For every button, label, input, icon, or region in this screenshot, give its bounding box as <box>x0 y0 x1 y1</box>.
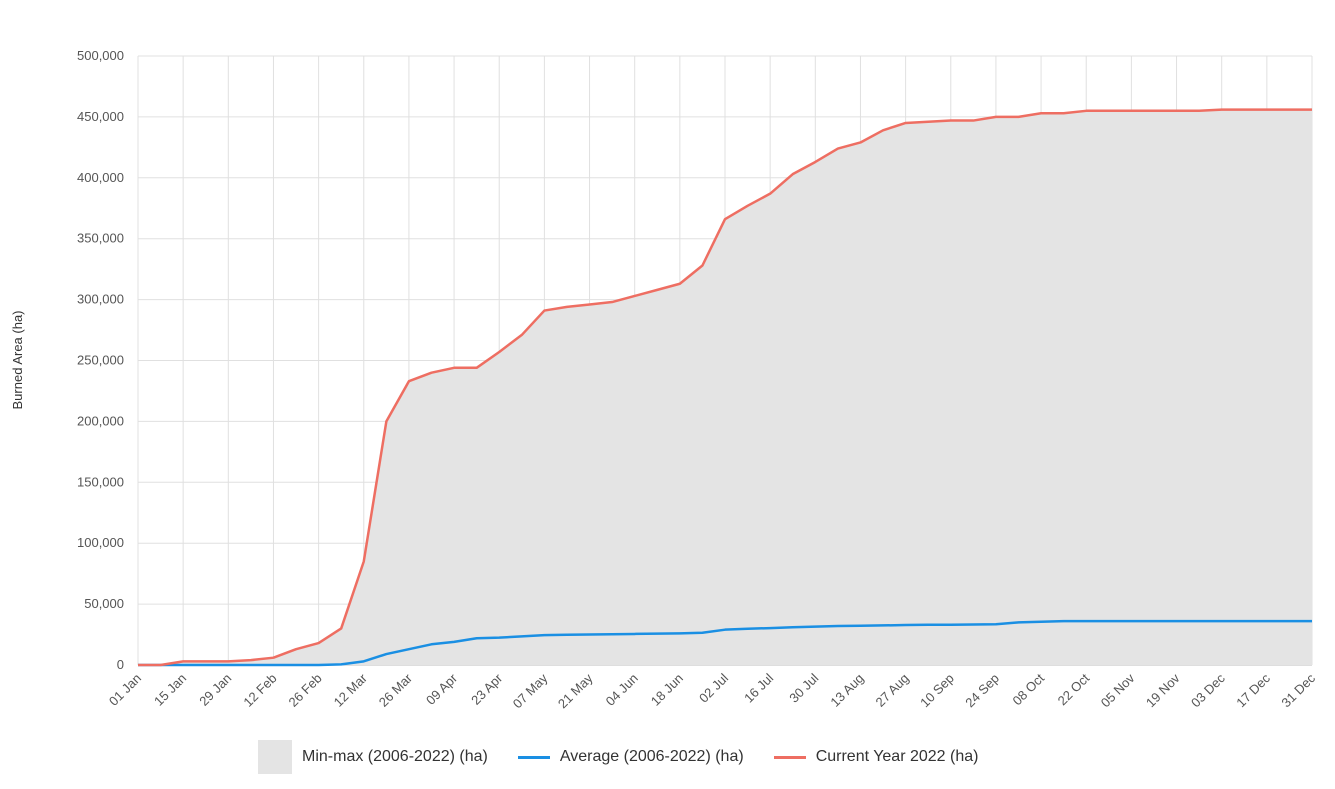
x-tick-label: 02 Jul <box>696 670 731 705</box>
x-tick-label: 26 Feb <box>286 671 325 710</box>
y-tick-label: 0 <box>117 657 124 672</box>
legend: Min-max (2006-2022) (ha) Average (2006-2… <box>258 740 978 774</box>
y-tick-label: 450,000 <box>77 109 124 124</box>
min-max-area-group <box>138 109 1312 666</box>
x-tick-label: 22 Oct <box>1055 670 1093 708</box>
min-max-area <box>138 109 1312 666</box>
legend-label-average: Average (2006-2022) (ha) <box>559 748 744 765</box>
legend-item-min-max[interactable]: Min-max (2006-2022) (ha) <box>258 740 488 774</box>
x-tick-label: 07 May <box>510 670 551 711</box>
y-tick-labels: 0 50,000 100,000 150,000 200,000 250,000 300,0… <box>77 48 124 672</box>
x-tick-label: 24 Sep <box>962 671 1002 711</box>
x-tick-label: 27 Aug <box>872 671 911 710</box>
legend-label-min-max: Min-max (2006-2022) (ha) <box>302 748 488 765</box>
y-tick-label: 100,000 <box>77 535 124 550</box>
legend-item-current-year[interactable]: Current Year 2022 (ha) <box>773 748 979 766</box>
x-tick-label: 09 Apr <box>423 670 461 708</box>
x-tick-label: 08 Oct <box>1010 670 1048 708</box>
x-tick-label: 29 Jan <box>196 671 234 709</box>
current-year-line <box>138 108 1312 667</box>
x-tick-label: 15 Jan <box>151 671 189 709</box>
burned-area-chart: 0 50,000 100,000 150,000 200,000 250,000 300,0… <box>10 48 1319 711</box>
x-tick-label: 19 Nov <box>1143 670 1183 710</box>
x-tick-label: 16 Jul <box>741 670 776 705</box>
x-tick-label: 13 Aug <box>827 671 866 710</box>
y-tick-label: 200,000 <box>77 413 124 428</box>
legend-swatch-average <box>517 755 550 759</box>
x-tick-label: 12 Mar <box>331 670 371 710</box>
x-tick-label: 01 Jan <box>106 671 144 709</box>
x-tick-label: 05 Nov <box>1098 670 1138 710</box>
x-tick-label: 23 Apr <box>468 670 506 708</box>
y-tick-label: 150,000 <box>77 474 124 489</box>
y-tick-label: 50,000 <box>84 596 124 611</box>
y-tick-label: 350,000 <box>77 231 124 246</box>
x-tick-label: 12 Feb <box>240 671 279 710</box>
y-tick-label: 400,000 <box>77 170 124 185</box>
x-tick-labels: 01 Jan 15 Jan 29 Jan 12 Feb 26 Feb 12 Mar 26 M… <box>106 670 1319 711</box>
legend-item-average[interactable]: Average (2006-2022) (ha) <box>517 748 744 766</box>
x-tick-label: 10 Sep <box>917 671 957 711</box>
series-lines-group <box>138 108 1312 667</box>
x-tick-label: 04 Jun <box>603 671 641 709</box>
x-tick-label: 18 Jun <box>648 671 686 709</box>
y-axis-label: Burned Area (ha) <box>10 310 25 409</box>
x-tick-label: 03 Dec <box>1188 670 1228 710</box>
legend-swatch-current-year <box>773 755 806 759</box>
y-tick-label: 500,000 <box>77 48 124 63</box>
x-tick-label: 17 Dec <box>1233 670 1273 710</box>
legend-label-current-year: Current Year 2022 (ha) <box>815 748 979 765</box>
x-tick-label: 21 May <box>555 670 596 711</box>
x-tick-label: 30 Jul <box>786 670 821 705</box>
y-tick-label: 250,000 <box>77 353 124 368</box>
average-line <box>138 619 1312 667</box>
x-tick-label: 26 Mar <box>376 670 416 710</box>
x-tick-label: 31 Dec <box>1278 670 1318 710</box>
y-tick-label: 300,000 <box>77 292 124 307</box>
legend-swatch-min-max <box>258 740 292 774</box>
